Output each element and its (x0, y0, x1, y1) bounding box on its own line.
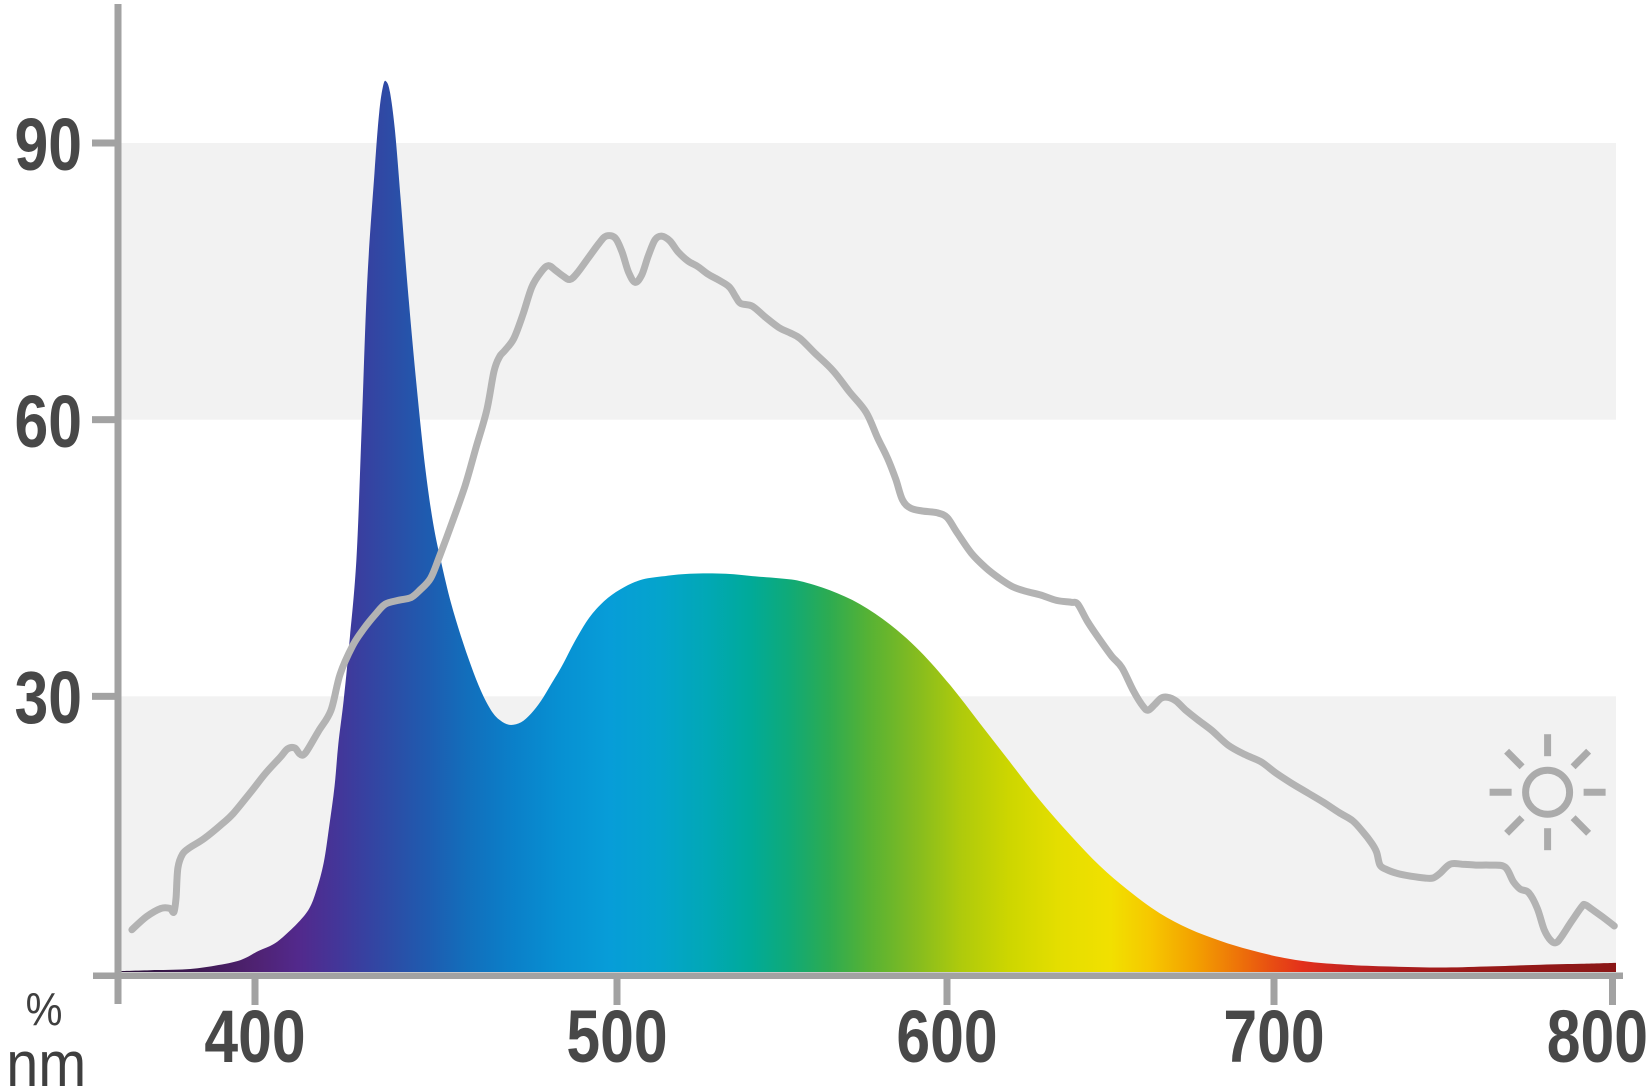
y-axis-tick (92, 139, 118, 147)
y-axis-tick (92, 692, 118, 700)
x-tick-label-800: 800 (1546, 995, 1648, 1078)
x-tick-label-600: 600 (896, 995, 998, 1078)
y-tick-label-30: 30 (14, 656, 83, 739)
x-tick-label-700: 700 (1223, 995, 1325, 1078)
reference-curve (128, 232, 1618, 947)
x-axis-tick (1609, 979, 1616, 1005)
y-axis-line (114, 4, 122, 1004)
x-axis-tick (613, 979, 621, 1005)
x-tick-label-400: 400 (204, 995, 306, 1078)
led-spectrum-area (117, 80, 1616, 972)
y-axis-unit-percent: % (25, 983, 63, 1035)
x-axis-tick (943, 979, 951, 1005)
x-axis-tick (1270, 979, 1278, 1005)
x-axis-unit-nm: nm (6, 1028, 87, 1087)
y-tick-label-90: 90 (14, 103, 83, 186)
y-axis-tick (92, 416, 118, 424)
grid-band (118, 143, 1616, 420)
x-tick-label-500: 500 (566, 995, 668, 1078)
x-axis-tick (251, 979, 259, 1005)
y-tick-label-60: 60 (14, 380, 83, 463)
x-axis-line (93, 972, 1623, 979)
sun-icon (1489, 734, 1606, 851)
